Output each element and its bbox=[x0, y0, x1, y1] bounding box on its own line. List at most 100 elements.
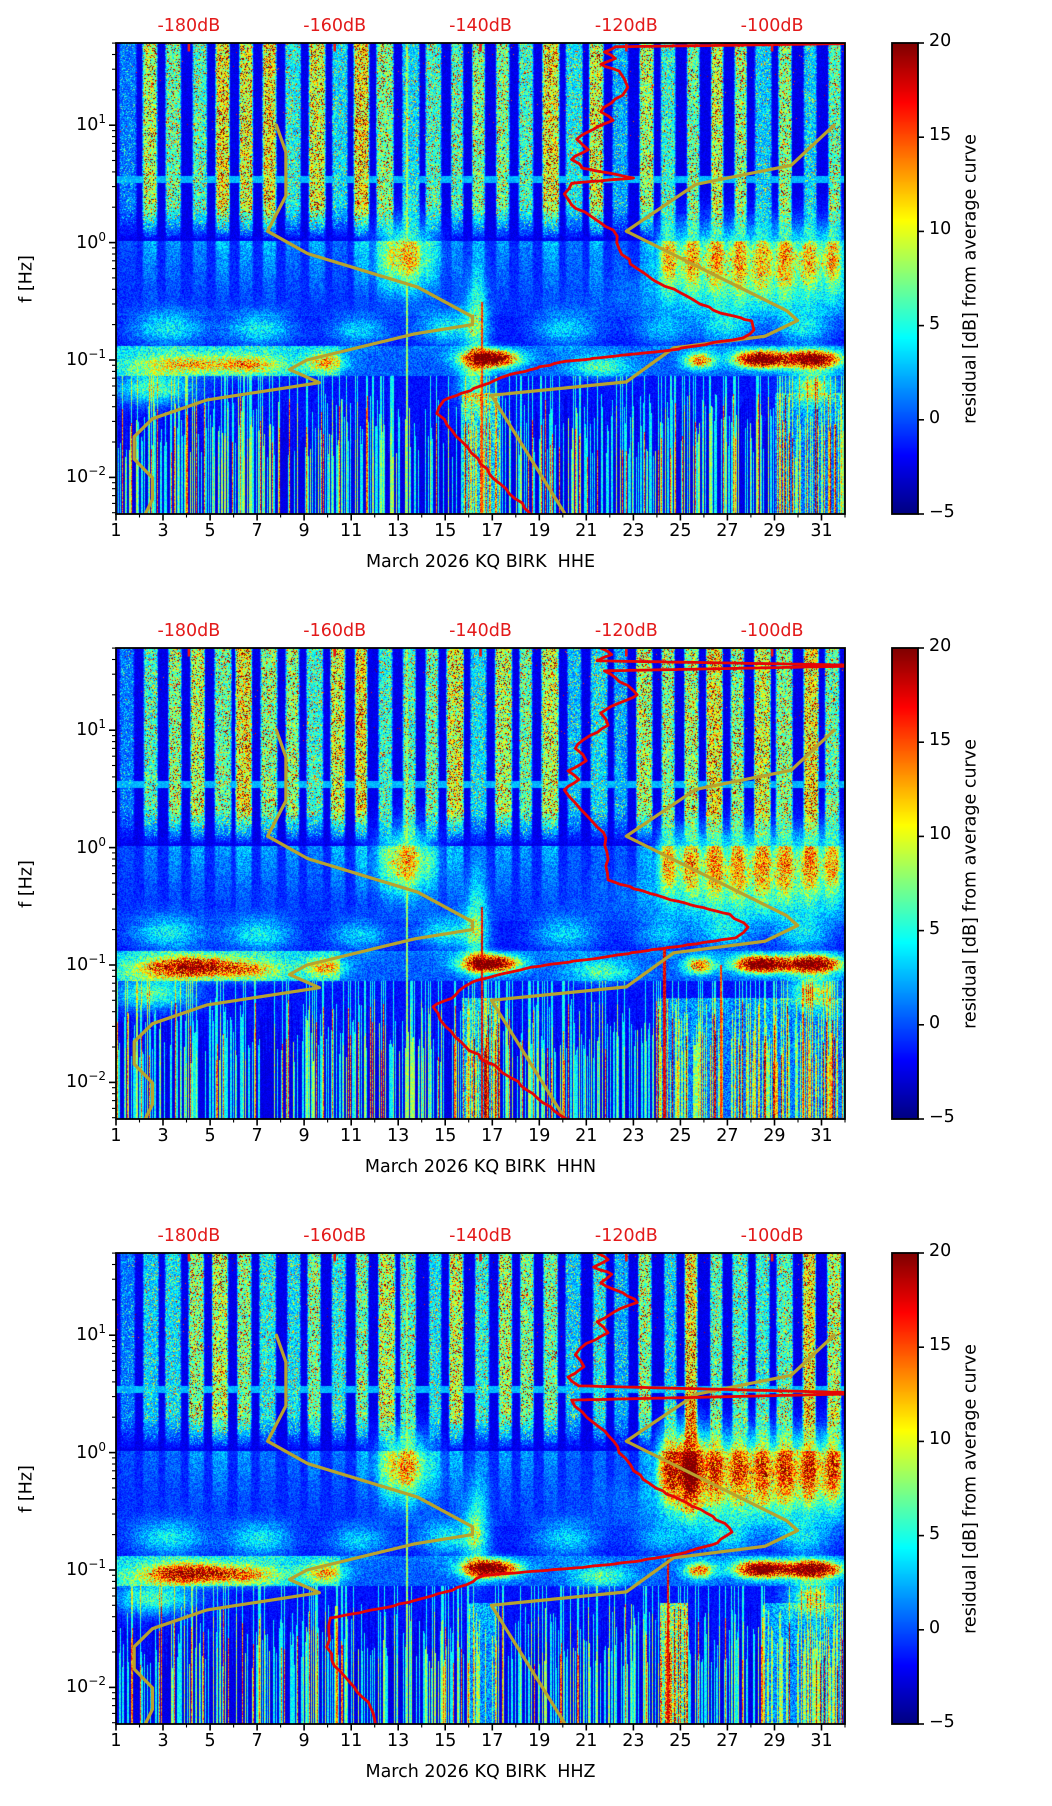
x-tick-label: 19 bbox=[528, 1126, 551, 1146]
x-tick-label: 15 bbox=[434, 1126, 457, 1146]
colorbar-tick-label: 15 bbox=[929, 125, 952, 146]
y-axis-label: f [Hz] bbox=[16, 1464, 37, 1513]
y-tick-base: 10 bbox=[66, 954, 89, 975]
y-tick-label: 10−1 bbox=[44, 952, 106, 976]
top-db-label-140: -140dB bbox=[449, 16, 512, 36]
y-tick-exponent: −1 bbox=[88, 951, 106, 966]
x-tick-label: 27 bbox=[716, 1126, 739, 1146]
colorbar-tick-label: 5 bbox=[929, 1523, 941, 1544]
y-tick-exponent: 1 bbox=[98, 1322, 106, 1337]
y-tick-base: 10 bbox=[76, 232, 99, 253]
y-tick-exponent: 1 bbox=[98, 112, 106, 127]
y-tick-label: 10−2 bbox=[44, 464, 106, 488]
colorbar-tick-label: 15 bbox=[929, 730, 952, 751]
x-tick-label: 9 bbox=[298, 521, 310, 541]
x-tick-label: 13 bbox=[387, 521, 410, 541]
y-tick-label: 10−1 bbox=[44, 347, 106, 371]
nlnm-curve bbox=[132, 1333, 475, 1724]
x-tick-label: 25 bbox=[669, 1126, 692, 1146]
x-tick-label: 5 bbox=[204, 1126, 216, 1146]
x-tick-label: 23 bbox=[622, 521, 645, 541]
x-tick-label: 7 bbox=[251, 1731, 263, 1751]
nlnm-curve bbox=[132, 123, 475, 514]
x-tick-label: 25 bbox=[669, 1731, 692, 1751]
colorbar-tick-label: 0 bbox=[929, 407, 941, 428]
colorbar-tick-label: 20 bbox=[929, 31, 952, 51]
x-tick-label: 31 bbox=[810, 521, 833, 541]
nhnm-curve bbox=[489, 123, 836, 514]
top-db-label-120: -120dB bbox=[594, 16, 658, 36]
colorbar-frame bbox=[891, 1252, 919, 1725]
colorbar-tick-label: 10 bbox=[929, 1429, 952, 1450]
panel-title-hhn: March 2026 KQ BIRK HHN bbox=[364, 1157, 597, 1177]
top-db-label-160: -160dB bbox=[303, 1226, 367, 1246]
x-tick-label: 21 bbox=[575, 1126, 598, 1146]
nhnm-curve bbox=[489, 1333, 836, 1724]
y-tick-exponent: 0 bbox=[98, 1439, 106, 1454]
top-db-label-180: -180dB bbox=[157, 1226, 221, 1246]
x-tick-label: 3 bbox=[157, 1126, 169, 1146]
x-tick-label: 15 bbox=[434, 521, 457, 541]
y-tick-label: 100 bbox=[44, 230, 106, 254]
x-tick-label: 21 bbox=[575, 1731, 598, 1751]
colorbar-tick-label: −5 bbox=[929, 502, 955, 522]
x-tick-label: 5 bbox=[204, 521, 216, 541]
colorbar-tick-label: 20 bbox=[929, 1241, 952, 1261]
station-psd-curve-hhz bbox=[325, 1253, 845, 1724]
plot-frame bbox=[115, 647, 846, 1120]
plot-frame bbox=[115, 1252, 846, 1725]
colorbar-canvas-hhe bbox=[892, 43, 918, 514]
x-tick-label: 29 bbox=[763, 1126, 786, 1146]
colorbar-tick-label: −5 bbox=[929, 1107, 955, 1127]
x-tick-label: 27 bbox=[716, 521, 739, 541]
colorbar-canvas-hhn bbox=[892, 648, 918, 1119]
y-tick-base: 10 bbox=[76, 837, 99, 858]
x-tick-label: 1 bbox=[110, 1731, 122, 1751]
top-db-label-100: -100dB bbox=[740, 1226, 804, 1246]
colorbar-tick-label: 5 bbox=[929, 313, 941, 334]
x-tick-label: 31 bbox=[810, 1731, 833, 1751]
y-tick-label: 100 bbox=[44, 1440, 106, 1464]
panel-title-hhz: March 2026 KQ BIRK HHZ bbox=[365, 1762, 596, 1782]
top-db-label-140: -140dB bbox=[449, 621, 512, 641]
colorbar-tick-label: 15 bbox=[929, 1335, 952, 1356]
x-tick-label: 17 bbox=[481, 1731, 504, 1751]
y-tick-base: 10 bbox=[76, 720, 99, 740]
plot-frame bbox=[115, 42, 846, 515]
colorbar-tick-label: 0 bbox=[929, 1617, 941, 1638]
panel-title-hhe: March 2026 KQ BIRK HHE bbox=[365, 552, 596, 572]
top-db-label-180: -180dB bbox=[157, 621, 221, 641]
colorbar-tick-label: 10 bbox=[929, 219, 952, 240]
colorbar-label: residual [dB] from average curve bbox=[960, 738, 981, 1029]
x-tick-label: 15 bbox=[434, 1731, 457, 1751]
x-tick-label: 17 bbox=[481, 1126, 504, 1146]
x-tick-label: 13 bbox=[387, 1126, 410, 1146]
axes-overlay-hhz bbox=[109, 1252, 924, 1731]
top-db-label-160: -160dB bbox=[303, 621, 367, 641]
top-db-label-100: -100dB bbox=[740, 621, 804, 641]
axes-overlay-hhe bbox=[109, 42, 924, 521]
y-tick-label: 100 bbox=[44, 835, 106, 859]
y-tick-label: 101 bbox=[44, 1322, 106, 1346]
y-tick-exponent: 0 bbox=[98, 229, 106, 244]
x-tick-label: 29 bbox=[763, 521, 786, 541]
colorbar-tick-label: 20 bbox=[929, 636, 952, 656]
colorbar-frame bbox=[891, 647, 919, 1120]
y-tick-exponent: −1 bbox=[88, 346, 106, 361]
y-tick-label: 101 bbox=[44, 717, 106, 741]
y-tick-label: 10−2 bbox=[44, 1069, 106, 1093]
x-tick-label: 11 bbox=[340, 521, 363, 541]
x-tick-label: 5 bbox=[204, 1731, 216, 1751]
colorbar-canvas-hhz bbox=[892, 1253, 918, 1724]
nlnm-curve bbox=[132, 728, 475, 1119]
colorbar-tick-label: 5 bbox=[929, 918, 941, 939]
x-tick-label: 19 bbox=[528, 521, 551, 541]
colorbar-tick-label: 0 bbox=[929, 1012, 941, 1033]
x-tick-label: 23 bbox=[622, 1731, 645, 1751]
x-tick-label: 9 bbox=[298, 1126, 310, 1146]
y-tick-label: 101 bbox=[44, 112, 106, 136]
x-tick-label: 3 bbox=[157, 1731, 169, 1751]
top-db-label-160: -160dB bbox=[303, 16, 367, 36]
top-db-label-180: -180dB bbox=[157, 16, 221, 36]
